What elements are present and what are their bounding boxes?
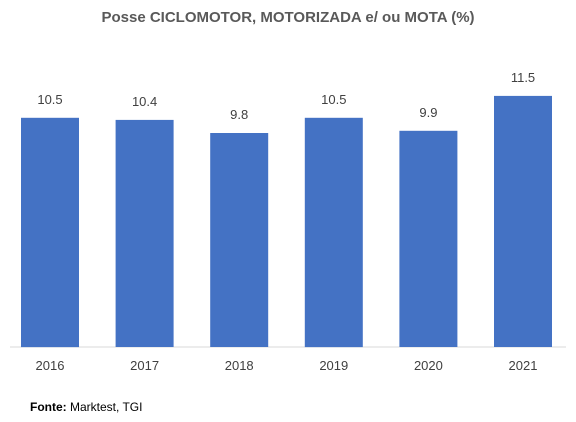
bar-2019 [304, 117, 363, 348]
source-note: Fonte: Marktest, TGI [30, 400, 142, 414]
source-text: Marktest, TGI [66, 400, 143, 414]
bar-2020 [399, 130, 458, 347]
data-label-2021: 11.5 [511, 70, 535, 85]
x-tick-label-2018: 2018 [225, 358, 254, 373]
x-tick-label-2017: 2017 [130, 358, 159, 373]
x-tick-label-2021: 2021 [509, 358, 538, 373]
data-label-2020: 9.9 [419, 105, 437, 120]
bars-group [21, 95, 552, 348]
x-tick-labels-group: 2016 2017 2018 2019 2020 2021 [36, 358, 538, 373]
bar-2016 [21, 117, 79, 348]
bar-2017 [115, 119, 174, 348]
data-labels-group: 10.5 10.4 9.8 10.5 9.9 11.5 [37, 70, 535, 122]
data-label-2017: 10.4 [132, 94, 157, 109]
data-label-2016: 10.5 [37, 92, 62, 107]
x-tick-label-2020: 2020 [414, 358, 443, 373]
bar-2018 [210, 133, 269, 347]
data-label-2019: 10.5 [321, 92, 346, 107]
x-tick-label-2019: 2019 [319, 358, 348, 373]
chart-title: Posse CICLOMOTOR, MOTORIZADA e/ ou MOTA … [101, 9, 475, 26]
data-label-2018: 9.8 [230, 107, 248, 122]
bar-2021 [494, 95, 552, 348]
source-label: Fonte: [30, 400, 67, 414]
x-tick-label-2016: 2016 [36, 358, 65, 373]
